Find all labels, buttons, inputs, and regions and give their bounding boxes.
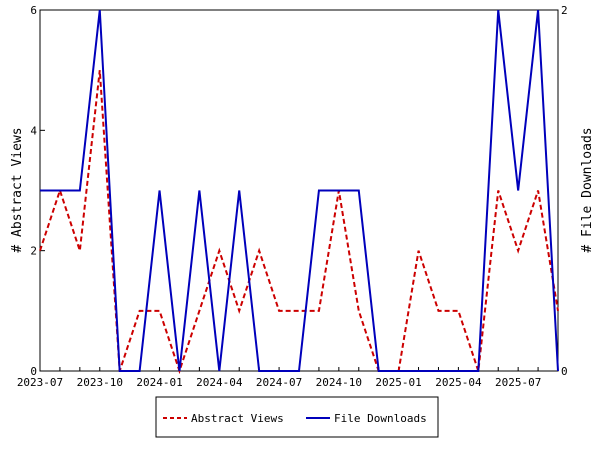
x-tick-label: 2023-10: [77, 376, 123, 389]
x-tick-label: 2023-07: [17, 376, 63, 389]
y-tick-label: 6: [30, 4, 37, 17]
y2-axis-label: # File Downloads: [580, 127, 595, 252]
x-tick-label: 2025-01: [375, 376, 421, 389]
legend: Abstract Views File Downloads: [156, 397, 438, 437]
y-axis-label: # Abstract Views: [10, 127, 25, 252]
y-tick-label: 4: [30, 124, 37, 137]
x-tick-label: 2024-10: [316, 376, 362, 389]
x-tick-label: 2024-07: [256, 376, 302, 389]
legend-label-views: Abstract Views: [191, 412, 284, 425]
x-tick-label: 2025-07: [495, 376, 541, 389]
y2-tick-label: 2: [561, 4, 568, 17]
y-tick-label: 2: [30, 245, 37, 258]
series-line-file-downloads: [40, 10, 558, 371]
y2-tick-label: 0: [561, 365, 568, 378]
y-tick-label: 0: [30, 365, 37, 378]
legend-label-downloads: File Downloads: [334, 412, 427, 425]
x-tick-label: 2024-01: [136, 376, 182, 389]
x-tick-label: 2024-04: [196, 376, 243, 389]
x-tick-label: 2025-04: [435, 376, 482, 389]
